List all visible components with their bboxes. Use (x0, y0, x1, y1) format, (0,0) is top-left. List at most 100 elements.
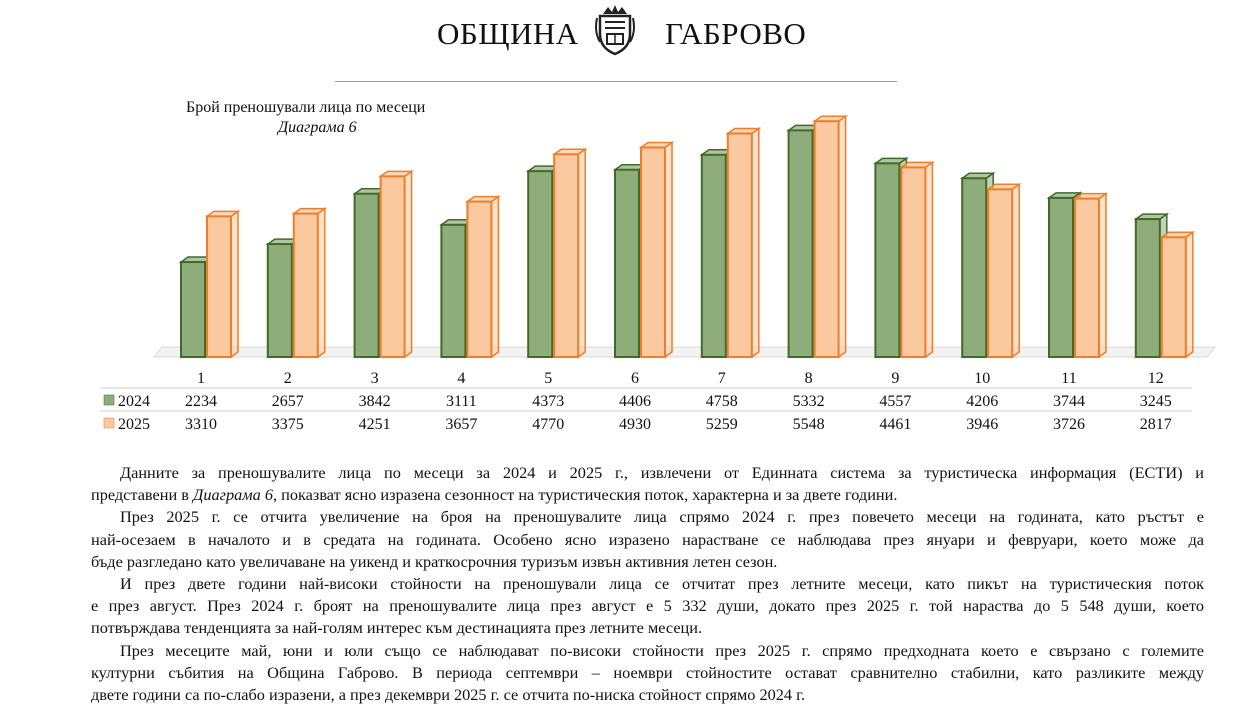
x-tick-label: 11 (1061, 370, 1076, 387)
bar-side-2025-9 (924, 160, 934, 359)
data-label: 5332 (793, 393, 825, 410)
data-label: 2657 (272, 393, 304, 410)
bar-2025-12 (1160, 236, 1187, 358)
data-label: 4930 (619, 416, 651, 433)
data-label: 3310 (185, 416, 217, 433)
text-line: културни събития на Община Габрово. В пе… (91, 662, 1204, 682)
coat-of-arms-icon (595, 5, 635, 56)
bar-2024-11 (1048, 196, 1074, 358)
page-header: ОБЩИНА ГАБРОВО (0, 5, 1259, 62)
x-tick-label: 12 (1148, 370, 1164, 387)
bar-2025-10 (987, 188, 1014, 358)
chart-subtitle: Диаграма 6 (278, 119, 357, 136)
text-line: е през август. През 2024 г. броят на пре… (91, 596, 1204, 616)
data-label: 2817 (1140, 416, 1172, 433)
data-label: 3726 (1053, 416, 1085, 433)
text-line: През месеците май, юни и юли също се наб… (120, 640, 1204, 660)
x-tick-label: 3 (371, 370, 379, 387)
bar-2024-2 (266, 243, 293, 358)
data-label: 3111 (446, 393, 477, 410)
bar-side-2025-12 (1185, 230, 1194, 359)
data-label: 4770 (532, 416, 564, 433)
text-line: двете години са по-слабо изразени, а пре… (91, 685, 806, 705)
bar-2025-9 (900, 166, 927, 358)
text-emphasis: Диаграма 6 (193, 485, 274, 505)
bar-2024-8 (787, 129, 814, 358)
x-tick-label: 10 (974, 370, 990, 387)
data-label: 5548 (793, 416, 825, 433)
bar-2024-4 (440, 223, 467, 358)
bar-2024-9 (874, 162, 901, 358)
text-line: потвърждава тенденцията за най-голям инт… (91, 618, 703, 638)
data-label: 2234 (185, 393, 217, 410)
chart-floor (152, 346, 1217, 358)
bar-side-2025-7 (751, 127, 760, 359)
bar-2024-1 (180, 261, 206, 358)
bar-2025-8 (813, 120, 840, 358)
bar-2025-1 (206, 215, 232, 358)
data-label: 5259 (706, 416, 738, 433)
bar-2025-11 (1074, 197, 1100, 358)
bar-2024-5 (527, 170, 554, 358)
data-label: 3842 (359, 393, 391, 410)
header-right-text: ГАБРОВО (665, 16, 807, 51)
x-tick-label: 7 (718, 370, 726, 387)
text-line: През 2025 г. се отчита увеличение на бро… (120, 507, 1204, 527)
x-tick-label: 4 (457, 370, 465, 387)
bar-side-2025-8 (837, 114, 847, 359)
legend-label-2025: 2025 (118, 416, 150, 433)
data-label: 3946 (966, 416, 998, 433)
data-label: 3245 (1140, 393, 1172, 410)
bar-side-2025-5 (577, 147, 586, 359)
data-label: 4206 (966, 393, 998, 410)
x-tick-label: 5 (544, 370, 552, 387)
bar-2024-3 (353, 192, 380, 358)
text-line: бъде разгледано като увеличаване на уике… (91, 551, 778, 571)
bar-side-2025-10 (1011, 182, 1020, 359)
legend-label-2024: 2024 (118, 393, 150, 410)
bar-side-2025-11 (1098, 192, 1107, 359)
data-label: 4758 (706, 393, 738, 410)
x-tick-label: 6 (631, 370, 639, 387)
x-tick-label: 8 (805, 370, 813, 387)
text-fragment: , показват ясно изразена сезонност на ту… (273, 485, 898, 505)
header-left-text: ОБЩИНА (437, 16, 579, 51)
bar-side-2025-2 (317, 207, 326, 359)
x-tick-label: 9 (891, 370, 899, 387)
bar-side-2025-4 (490, 195, 500, 359)
bar-2025-7 (726, 132, 753, 358)
bar-2025-2 (292, 212, 319, 358)
bar-side-2025-1 (230, 209, 239, 359)
bar-2025-3 (379, 175, 406, 358)
legend-swatch-2024 (103, 394, 115, 406)
data-label: 4461 (879, 416, 911, 433)
chart-title: Брой преношували лица по месеци (186, 99, 426, 116)
data-label: 4251 (359, 416, 391, 433)
data-label: 3657 (445, 416, 477, 433)
bar-2024-10 (961, 177, 988, 358)
legend-swatch-2025 (103, 417, 115, 429)
bar-2024-7 (700, 153, 727, 358)
text-line: Данните за преношувалите лица по месеци … (120, 463, 1204, 482)
bar-2025-6 (640, 146, 666, 358)
bar-side-2025-6 (664, 141, 673, 359)
data-label: 3375 (272, 416, 304, 433)
bar-2024-6 (614, 168, 640, 358)
data-label: 4406 (619, 393, 651, 410)
x-tick-label: 2 (284, 370, 292, 387)
data-label: 4373 (532, 393, 564, 410)
text-line: И през двете години най-високи стойности… (120, 574, 1204, 594)
bar-2025-5 (553, 153, 580, 358)
data-label: 3744 (1053, 393, 1085, 410)
text-line: най-осезаем в началото и в средата на го… (91, 529, 1204, 549)
bar-side-2025-3 (403, 169, 413, 359)
x-tick-label: 1 (197, 370, 205, 387)
bar-2024-12 (1134, 218, 1161, 358)
text-fragment: представени в (91, 485, 193, 505)
body-text: Данните за преношувалите лица по месеци … (91, 462, 1204, 706)
header-divider (335, 81, 897, 82)
data-label: 4557 (879, 393, 911, 410)
text-line: представени в Диаграма 6, показват ясно … (91, 484, 1204, 506)
bar-2025-4 (466, 200, 493, 358)
